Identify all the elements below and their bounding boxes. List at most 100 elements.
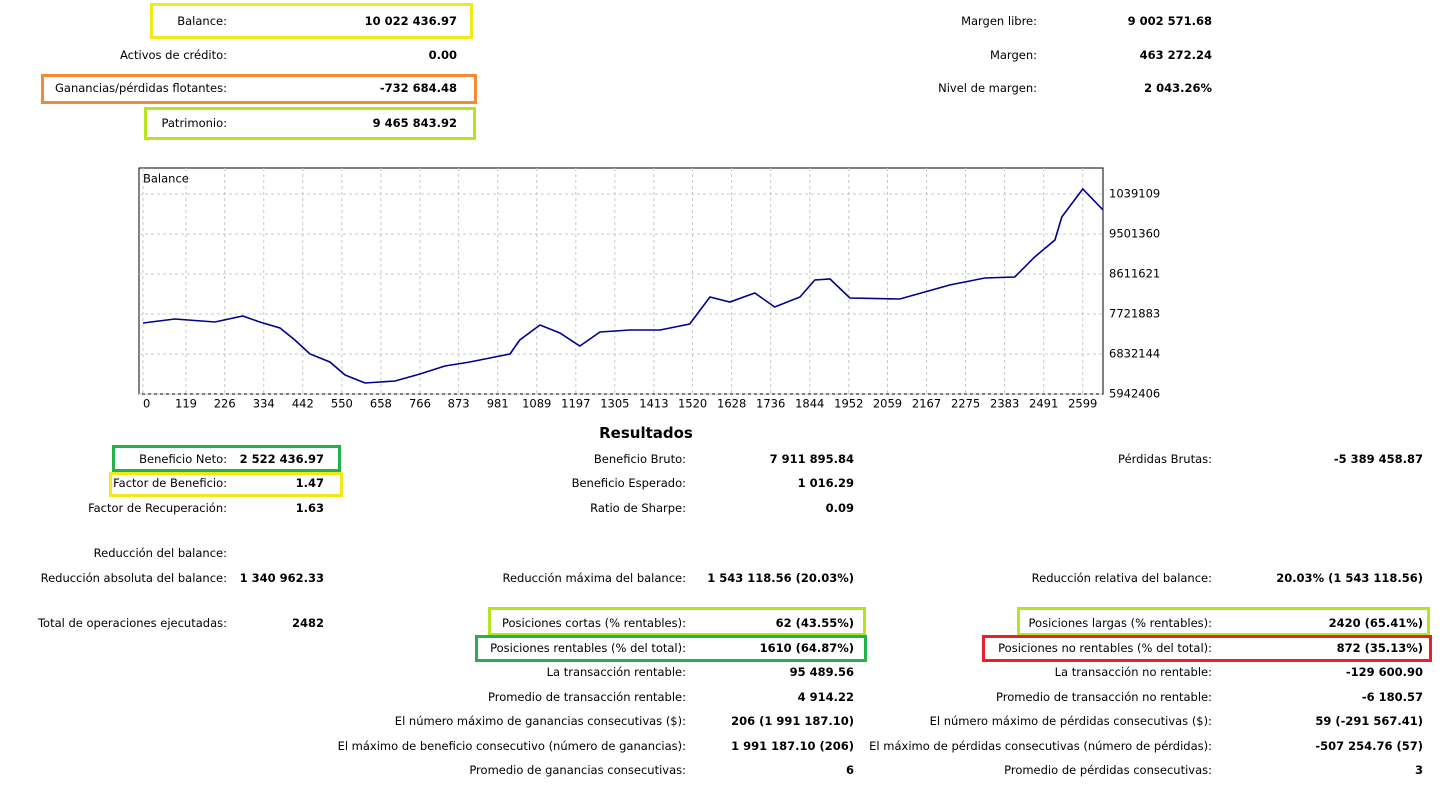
summary-value: 9 465 843.92 (372, 116, 457, 130)
result-label: Beneficio Bruto: (593, 452, 686, 466)
y-tick-label: 5942406 (1109, 387, 1160, 401)
x-tick-label: 1520 (678, 397, 707, 411)
x-tick-label: 1952 (834, 397, 863, 411)
highlight-box (144, 107, 476, 140)
result-value: 20.03% (1 543 118.56) (1276, 571, 1423, 585)
x-tick-label: 2167 (912, 397, 941, 411)
result-value: 1610 (64.87%) (759, 641, 854, 655)
result-value: 6 (845, 763, 854, 777)
result-value: 1.47 (295, 476, 324, 490)
result-value: 2 522 436.97 (239, 452, 324, 466)
summary-value: 2 043.26% (1144, 81, 1212, 95)
x-tick-label: 226 (214, 397, 236, 411)
result-value: 62 (43.55%) (775, 616, 854, 630)
result-value: 1 543 118.56 (20.03%) (707, 571, 854, 585)
result-label: Promedio de pérdidas consecutivas: (1004, 763, 1212, 777)
summary-label: Patrimonio: (161, 116, 227, 130)
result-label: Factor de Beneficio: (113, 476, 227, 490)
highlight-box (982, 635, 1432, 662)
y-tick-label: 6832144 (1109, 346, 1160, 360)
y-tick-label: 8611621 (1109, 266, 1160, 280)
result-value: 1 991 187.10 (206) (731, 739, 854, 753)
x-tick-label: 2383 (990, 397, 1019, 411)
chart-title: Balance (143, 172, 189, 186)
x-tick-label: 2059 (873, 397, 902, 411)
summary-label: Balance: (177, 14, 227, 28)
result-value: 3 (1414, 763, 1423, 777)
result-label: Ratio de Sharpe: (590, 501, 686, 515)
result-value: 1 016.29 (797, 476, 854, 490)
x-tick-label: 2599 (1068, 397, 1097, 411)
result-value: 59 (-291 567.41) (1315, 714, 1423, 728)
result-value: -6 180.57 (1361, 690, 1423, 704)
x-tick-label: 1197 (561, 397, 590, 411)
summary-label: Activos de crédito: (120, 48, 227, 62)
result-value: 872 (35.13%) (1336, 641, 1423, 655)
x-tick-label: 873 (448, 397, 470, 411)
result-value: 7 911 895.84 (769, 452, 854, 466)
result-value: 1 340 962.33 (239, 571, 324, 585)
result-label: Total de operaciones ejecutadas: (37, 616, 227, 630)
result-value: 2482 (291, 616, 324, 630)
result-label: Posiciones cortas (% rentables): (502, 616, 686, 630)
result-value: 206 (1 991 187.10) (731, 714, 854, 728)
x-tick-label: 658 (370, 397, 392, 411)
summary-label: Nivel de margen: (938, 81, 1037, 95)
result-label: Posiciones largas (% rentables): (1028, 616, 1212, 630)
x-tick-label: 334 (253, 397, 275, 411)
x-tick-label: 0 (143, 397, 150, 411)
result-label: Posiciones rentables (% del total): (490, 641, 686, 655)
x-tick-label: 1089 (522, 397, 551, 411)
result-value: -129 600.90 (1345, 665, 1423, 679)
highlight-box (475, 635, 867, 662)
highlight-box (109, 472, 343, 497)
x-tick-label: 550 (331, 397, 353, 411)
y-tick-label: 9501360 (1109, 226, 1160, 240)
x-tick-label: 2491 (1029, 397, 1058, 411)
highlight-box (488, 607, 866, 636)
result-label: Promedio de transacción rentable: (487, 690, 686, 704)
summary-value: 9 002 571.68 (1127, 14, 1212, 28)
result-value: -5 389 458.87 (1333, 452, 1423, 466)
result-label: Factor de Recuperación: (88, 501, 227, 515)
result-value: -507 254.76 (57) (1315, 739, 1423, 753)
result-value: 2420 (65.41%) (1328, 616, 1423, 630)
summary-value: 0.00 (428, 48, 457, 62)
summary-label: Margen: (989, 48, 1037, 62)
result-label: Reducción máxima del balance: (502, 571, 687, 585)
x-tick-label: 1844 (795, 397, 824, 411)
result-label: Reducción del balance: (93, 546, 227, 560)
x-tick-label: 442 (292, 397, 314, 411)
summary-value: 463 272.24 (1139, 48, 1212, 62)
result-label: Reducción relativa del balance: (1031, 571, 1212, 585)
x-tick-label: 1305 (600, 397, 629, 411)
balance-line (142, 187, 1104, 384)
result-label: Pérdidas Brutas: (1118, 452, 1212, 466)
result-label: Beneficio Neto: (139, 452, 227, 466)
result-value: 1.63 (295, 501, 324, 515)
result-label: Beneficio Esperado: (571, 476, 686, 490)
summary-value: -732 684.48 (379, 81, 457, 95)
summary-value: 10 022 436.97 (364, 14, 457, 28)
y-tick-label: 7721883 (1109, 306, 1160, 320)
y-tick-label: 1039109 (1109, 186, 1160, 200)
x-tick-label: 1736 (756, 397, 785, 411)
result-label: Promedio de transacción no rentable: (996, 690, 1212, 704)
highlight-box (41, 74, 477, 104)
result-label: El máximo de pérdidas consecutivas (núme… (869, 739, 1212, 753)
highlight-box (1017, 607, 1430, 636)
x-tick-label: 766 (409, 397, 431, 411)
summary-label: Ganancias/pérdidas flotantes: (55, 81, 227, 95)
x-tick-label: 1628 (717, 397, 746, 411)
highlight-box (112, 445, 341, 472)
plot-frame (138, 167, 1104, 395)
result-label: El número máximo de pérdidas consecutiva… (929, 714, 1212, 728)
x-tick-label: 981 (487, 397, 509, 411)
x-tick-label: 1413 (639, 397, 668, 411)
summary-label: Margen libre: (961, 14, 1037, 28)
result-label: Posiciones no rentables (% del total): (998, 641, 1212, 655)
highlight-box (150, 3, 473, 39)
result-label: La transacción rentable: (546, 665, 686, 679)
x-tick-label: 119 (175, 397, 197, 411)
